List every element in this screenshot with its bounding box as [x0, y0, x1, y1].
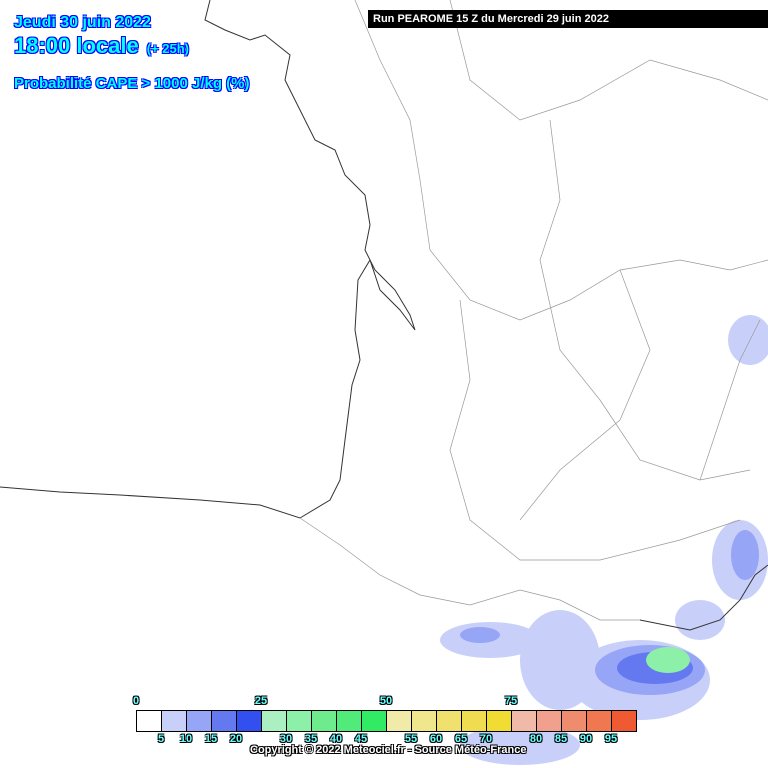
legend-label: 85 — [554, 733, 568, 745]
legend-label: 45 — [354, 733, 368, 745]
lead-time: (+ 25h) — [146, 41, 190, 56]
forecast-date: Jeudi 30 juin 2022 — [14, 14, 151, 31]
legend-label: 70 — [479, 733, 493, 745]
legend-label: 95 — [604, 733, 618, 745]
legend-label: 0 — [132, 695, 140, 707]
legend-label: 90 — [579, 733, 593, 745]
precipitation-areas — [440, 315, 768, 765]
parameter-title: Probabilité CAPE > 1000 J/kg (%) — [14, 75, 250, 92]
legend-swatch — [187, 711, 212, 731]
legend-swatch — [512, 711, 537, 731]
legend-label: 35 — [304, 733, 318, 745]
forecast-time: 18:00 locale (+ 25h) — [14, 33, 189, 59]
legend-swatch — [337, 711, 362, 731]
legend-swatch — [262, 711, 287, 731]
legend-swatch — [437, 711, 462, 731]
legend-swatch — [212, 711, 237, 731]
forecast-hour: 18:00 locale — [14, 33, 139, 58]
legend-label: 60 — [429, 733, 443, 745]
legend-label: 5 — [157, 733, 165, 745]
legend-label: 50 — [379, 695, 393, 707]
legend-swatch — [387, 711, 412, 731]
legend-swatch — [562, 711, 587, 731]
legend-swatch — [237, 711, 262, 731]
legend-swatch — [162, 711, 187, 731]
legend-swatch — [537, 711, 562, 731]
coastline — [0, 0, 768, 631]
legend-swatch — [137, 711, 162, 731]
legend-swatch — [362, 711, 387, 731]
legend-label: 75 — [504, 695, 518, 707]
legend-swatch — [462, 711, 487, 731]
legend-label: 40 — [329, 733, 343, 745]
copyright: Copyright © 2022 Meteociel.fr - Source M… — [250, 744, 527, 756]
legend-swatch — [612, 711, 636, 731]
legend-label: 10 — [179, 733, 193, 745]
legend-swatch — [287, 711, 312, 731]
run-banner: Run PEAROME 15 Z du Mercredi 29 juin 202… — [368, 10, 768, 28]
color-legend — [136, 710, 637, 732]
legend-label: 80 — [529, 733, 543, 745]
precipitation-areas-green — [646, 647, 690, 673]
legend-swatch — [312, 711, 337, 731]
legend-label: 65 — [454, 733, 468, 745]
legend-label: 55 — [404, 733, 418, 745]
legend-swatch — [412, 711, 437, 731]
legend-label: 25 — [254, 695, 268, 707]
legend-label: 30 — [279, 733, 293, 745]
legend-label: 20 — [229, 733, 243, 745]
borders — [299, 0, 768, 621]
legend-label: 15 — [204, 733, 218, 745]
legend-swatch — [487, 711, 512, 731]
legend-swatch — [587, 711, 612, 731]
